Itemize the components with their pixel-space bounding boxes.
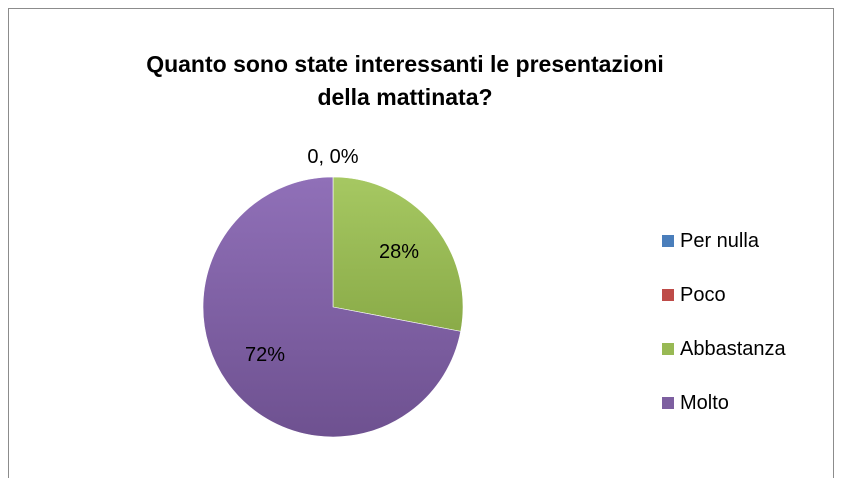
data-label-per-nulla: 0, 0% [307, 146, 358, 168]
legend-swatch-abbastanza [662, 343, 674, 355]
legend-item-per-nulla: Per nulla [662, 214, 786, 268]
chart-title-line-1: Quanto sono state interessanti le presen… [146, 51, 664, 77]
legend-label-molto: Molto [680, 391, 729, 414]
legend-label-abbastanza: Abbastanza [680, 337, 786, 360]
legend-item-molto: Molto [662, 376, 786, 430]
pie-slice-abbastanza [332, 176, 464, 332]
legend-label-poco: Poco [680, 283, 726, 306]
chart-title: Quanto sono state interessanti le presen… [60, 48, 750, 114]
legend-label-per-nulla: Per nulla [680, 229, 759, 252]
legend-item-abbastanza: Abbastanza [662, 322, 786, 376]
chart-frame [8, 8, 834, 478]
legend-item-poco: Poco [662, 268, 786, 322]
pie-slice-molto [202, 176, 462, 438]
data-label-molto: 72% [245, 344, 285, 366]
legend-swatch-poco [662, 289, 674, 301]
chart-legend: Per nulla Poco Abbastanza Molto [662, 214, 786, 430]
legend-swatch-molto [662, 397, 674, 409]
legend-swatch-per-nulla [662, 235, 674, 247]
chart-title-line-2: della mattinata? [317, 84, 493, 110]
data-label-abbastanza: 28% [379, 241, 419, 263]
